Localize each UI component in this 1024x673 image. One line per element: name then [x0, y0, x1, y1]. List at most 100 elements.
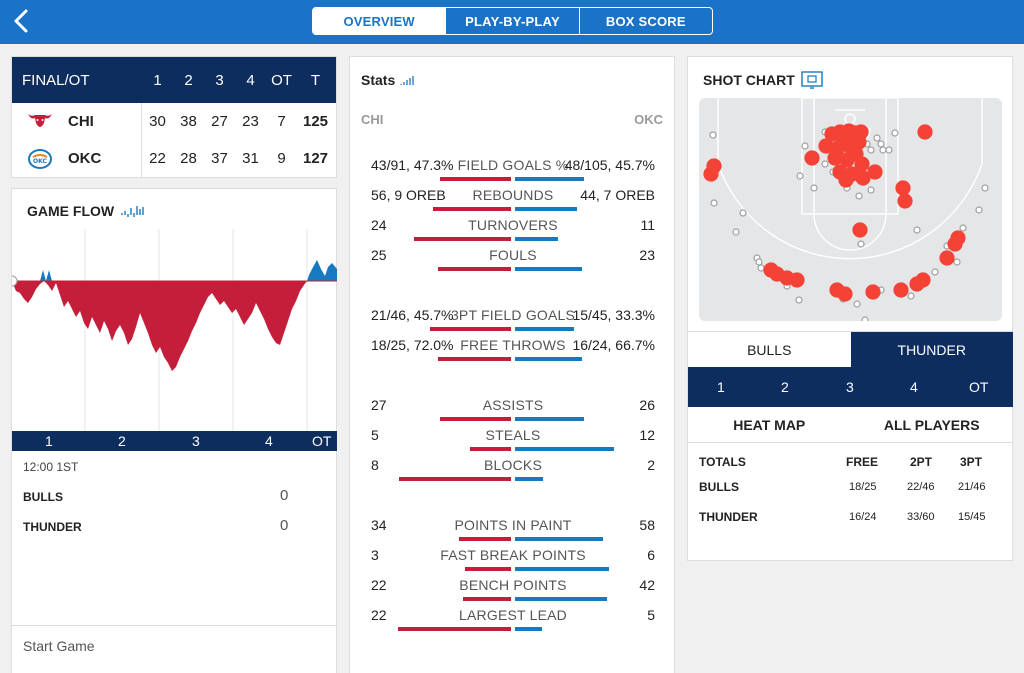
made-shot-marker	[838, 172, 854, 188]
flow-score-thunder: 0	[280, 517, 289, 534]
stat-row: FOULS 25 23	[350, 244, 676, 274]
made-shot-marker	[804, 150, 820, 166]
missed-shot-marker	[857, 240, 865, 248]
game-flow-title: GAME FLOW	[27, 203, 146, 219]
missed-shot-marker	[755, 258, 763, 266]
flow-score-bulls: 0	[280, 487, 289, 504]
totals-value: 21/46	[958, 481, 986, 493]
svg-text:OKC: OKC	[33, 158, 47, 165]
period-label: OT	[271, 71, 292, 89]
stat-row: STEALS 5 12	[350, 424, 676, 454]
tab-thunder[interactable]: THUNDER	[850, 331, 1013, 367]
stat-okc-bar	[515, 357, 582, 361]
game-flow-card: GAME FLOW 1 2 3 4 OT 12:00 1ST BULLS 0 T…	[11, 188, 337, 673]
game-flow-chart[interactable]	[12, 229, 337, 431]
flow-period-label: OT	[312, 433, 332, 449]
stat-name: FAST BREAK POINTS	[440, 547, 586, 563]
missed-shot-marker	[821, 160, 829, 168]
bulls-logo-icon	[28, 113, 52, 127]
tab-overview[interactable]: OVERVIEW	[313, 8, 446, 34]
stat-okc-bar	[515, 207, 577, 211]
stat-name: BLOCKS	[484, 457, 542, 473]
back-chevron-icon[interactable]	[8, 6, 36, 36]
stat-chi-bar	[440, 177, 511, 181]
missed-shot-marker	[757, 264, 765, 272]
stat-okc-bar	[515, 627, 542, 631]
period-label-total: T	[310, 71, 321, 89]
stat-okc-bar	[515, 417, 584, 421]
backboard-icon	[801, 71, 823, 89]
totals-value: 18/25	[849, 481, 877, 493]
stat-chi-bar	[459, 537, 511, 541]
stats-title-text: Stats	[361, 72, 396, 88]
thunder-logo-icon: OKC	[28, 148, 52, 169]
flow-period-label: 1	[45, 433, 53, 449]
period-score: 30	[149, 113, 166, 130]
stat-okc-value: 5	[647, 607, 655, 623]
stat-chi-bar	[470, 447, 511, 451]
game-flow-title-text: GAME FLOW	[27, 203, 115, 219]
missed-shot-marker	[867, 146, 875, 154]
missed-shot-marker	[873, 134, 881, 142]
made-shot-marker	[939, 250, 955, 266]
quarter-tab[interactable]: 3	[846, 379, 854, 395]
stat-chi-value: 24	[371, 217, 387, 233]
stat-row: BENCH POINTS 22 42	[350, 574, 676, 604]
missed-shot-marker	[891, 129, 899, 137]
flow-period-label: 3	[192, 433, 200, 449]
stat-chi-value: 21/46, 45.7%	[371, 307, 454, 323]
period-score: 38	[180, 113, 197, 130]
stat-name: REBOUNDS	[472, 187, 554, 203]
totals-label: TOTALS	[699, 455, 746, 469]
totals-value: 15/45	[958, 511, 986, 523]
missed-shot-marker	[710, 199, 718, 207]
score-row-chi[interactable]: CHI 30 38 27 23 7 125	[12, 103, 336, 140]
tab-bulls[interactable]: BULLS	[688, 331, 851, 367]
stat-okc-bar	[515, 477, 543, 481]
tab-play-by-play[interactable]: PLAY-BY-PLAY	[445, 8, 578, 34]
stat-okc-bar	[515, 537, 603, 541]
stat-chi-value: 34	[371, 517, 387, 533]
stat-row: FAST BREAK POINTS 3 6	[350, 544, 676, 574]
stat-name: 3PT FIELD GOALS	[450, 307, 576, 323]
missed-shot-marker	[853, 300, 861, 308]
game-status: FINAL/OT	[22, 71, 90, 89]
missed-shot-marker	[931, 268, 939, 276]
stat-chi-bar	[440, 417, 511, 421]
start-game-label[interactable]: Start Game	[23, 638, 95, 654]
stat-chi-bar	[433, 207, 511, 211]
bulls-lead-area	[12, 281, 307, 371]
stat-name: TURNOVERS	[468, 217, 558, 233]
quarter-tab[interactable]: 2	[781, 379, 789, 395]
missed-shot-marker	[739, 209, 747, 217]
stat-row: FIELD GOALS % 43/91, 47.3% 48/105, 45.7%	[350, 154, 676, 184]
missed-shot-marker	[975, 206, 983, 214]
period-score: 23	[242, 113, 259, 130]
stat-chi-bar	[399, 477, 511, 481]
made-shot-marker	[950, 230, 966, 246]
made-shot-marker	[837, 286, 853, 302]
tab-all-players[interactable]: ALL PLAYERS	[883, 416, 980, 433]
tab-heat-map[interactable]: HEAT MAP	[733, 416, 806, 433]
made-shot-marker	[852, 222, 868, 238]
stat-okc-value: 11	[640, 217, 655, 233]
missed-shot-marker	[885, 146, 893, 154]
made-shot-marker	[897, 193, 913, 209]
shot-chart-court[interactable]	[699, 98, 1002, 321]
stat-name: FREE THROWS	[460, 337, 566, 353]
missed-shot-marker	[913, 226, 921, 234]
score-row-okc[interactable]: OKC OKC 22 28 37 31 9 127	[12, 140, 336, 177]
missed-shot-marker	[861, 316, 869, 321]
stat-okc-bar	[515, 237, 558, 241]
quarter-tab[interactable]: 4	[910, 379, 918, 395]
quarter-tab[interactable]: OT	[969, 379, 989, 395]
stat-name: POINTS IN PAINT	[454, 517, 572, 533]
tab-box-score[interactable]: BOX SCORE	[578, 8, 712, 34]
quarter-tab[interactable]: 1	[717, 379, 725, 395]
stat-row: 3PT FIELD GOALS 21/46, 45.7% 15/45, 33.3%	[350, 304, 676, 334]
period-score: 7	[277, 113, 286, 130]
missed-shot-marker	[810, 184, 818, 192]
stat-okc-value: 44, 7 OREB	[580, 187, 655, 203]
flow-scrub-handle[interactable]	[12, 275, 18, 287]
stat-chi-value: 22	[371, 577, 387, 593]
